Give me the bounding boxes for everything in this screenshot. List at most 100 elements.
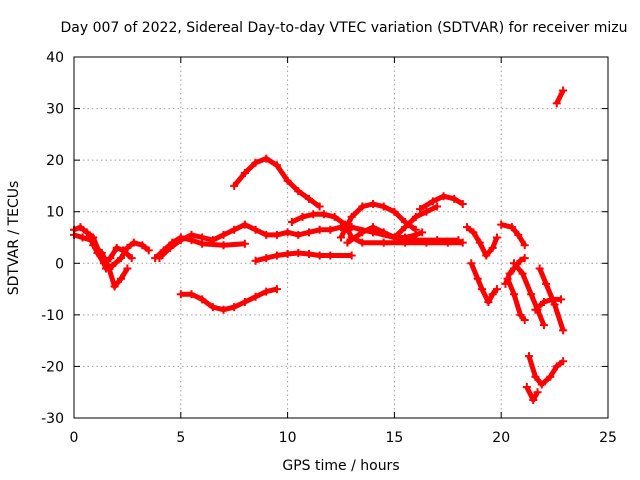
data-point bbox=[503, 274, 512, 283]
data-point bbox=[272, 161, 281, 170]
x-axis-label: GPS time / hours bbox=[282, 458, 399, 474]
x-tick-label: 0 bbox=[70, 430, 79, 446]
data-point bbox=[473, 274, 482, 283]
series-track-22 bbox=[535, 264, 568, 335]
data-point bbox=[443, 238, 452, 247]
data-point bbox=[309, 210, 318, 219]
data-point bbox=[144, 246, 153, 255]
data-point bbox=[379, 228, 388, 237]
plot-frame bbox=[73, 56, 609, 419]
data-point bbox=[304, 228, 313, 237]
data-point bbox=[369, 223, 378, 232]
data-point bbox=[520, 254, 529, 263]
data-point bbox=[458, 199, 467, 208]
data-point bbox=[531, 372, 540, 381]
data-point bbox=[520, 241, 529, 250]
data-point bbox=[358, 202, 367, 211]
series-track-19 bbox=[510, 259, 548, 330]
data-point bbox=[369, 199, 378, 208]
data-point bbox=[358, 238, 367, 247]
data-point bbox=[518, 269, 527, 278]
data-point bbox=[208, 303, 217, 312]
data-point bbox=[520, 316, 529, 325]
data-point bbox=[262, 254, 271, 263]
series-line bbox=[533, 296, 561, 312]
chart-title: Day 007 of 2022, Sidereal Day-to-day VTE… bbox=[61, 20, 628, 36]
data-point bbox=[240, 239, 249, 248]
data-point bbox=[251, 292, 260, 301]
x-tick-label: 15 bbox=[385, 430, 403, 446]
series-track-10 bbox=[337, 199, 420, 242]
data-point bbox=[272, 230, 281, 239]
data-point bbox=[559, 326, 568, 335]
data-point bbox=[552, 99, 561, 108]
data-point bbox=[219, 305, 228, 314]
data-point bbox=[112, 243, 121, 252]
data-point bbox=[467, 259, 476, 268]
series-line bbox=[338, 201, 418, 239]
data-point bbox=[537, 380, 546, 389]
data-point bbox=[230, 303, 239, 312]
series-line bbox=[91, 243, 130, 289]
data-point bbox=[411, 230, 420, 239]
data-point bbox=[482, 251, 491, 260]
data-point bbox=[379, 202, 388, 211]
data-point bbox=[433, 202, 442, 211]
series-track-18 bbox=[503, 274, 529, 325]
data-point bbox=[401, 223, 410, 232]
data-point bbox=[477, 285, 486, 294]
data-series-group bbox=[70, 86, 568, 404]
series-track-8 bbox=[251, 248, 356, 265]
data-point bbox=[262, 287, 271, 296]
data-point bbox=[198, 233, 207, 242]
data-point bbox=[294, 248, 303, 257]
series-track-23 bbox=[531, 295, 566, 314]
data-point bbox=[522, 383, 531, 392]
y-tick-label: 20 bbox=[46, 153, 64, 169]
axis-ticks: 0 5 10 15 20 25 -30 -20 -10 0 10 20 30 40 bbox=[41, 50, 617, 446]
series-line bbox=[255, 250, 352, 264]
data-point bbox=[510, 259, 519, 268]
series-track-14 bbox=[463, 223, 501, 260]
data-point bbox=[240, 220, 249, 229]
data-point bbox=[78, 233, 87, 242]
data-point bbox=[127, 254, 136, 263]
data-point bbox=[542, 279, 551, 288]
data-point bbox=[527, 290, 536, 299]
data-point bbox=[106, 254, 115, 263]
data-point bbox=[87, 236, 96, 245]
data-point bbox=[283, 228, 292, 237]
data-point bbox=[439, 192, 448, 201]
data-point bbox=[283, 176, 292, 185]
data-point bbox=[428, 197, 437, 206]
data-point bbox=[533, 388, 542, 397]
data-point bbox=[187, 230, 196, 239]
data-point bbox=[138, 241, 147, 250]
data-point bbox=[315, 225, 324, 234]
data-point bbox=[219, 230, 228, 239]
data-point bbox=[187, 290, 196, 299]
data-point bbox=[539, 321, 548, 330]
series-line bbox=[554, 89, 566, 105]
data-point bbox=[251, 256, 260, 265]
data-point bbox=[497, 220, 506, 229]
data-point bbox=[510, 290, 519, 299]
data-point bbox=[294, 230, 303, 239]
x-tick-label: 5 bbox=[176, 430, 185, 446]
data-point bbox=[298, 212, 307, 221]
series-track-12 bbox=[390, 202, 442, 242]
y-tick-label: 0 bbox=[55, 256, 64, 272]
y-tick-label: 40 bbox=[46, 50, 64, 66]
data-point bbox=[422, 207, 431, 216]
data-point bbox=[304, 194, 313, 203]
data-point bbox=[208, 236, 217, 245]
data-point bbox=[304, 250, 313, 259]
data-point bbox=[401, 233, 410, 242]
data-point bbox=[89, 241, 98, 250]
data-point bbox=[492, 285, 501, 294]
y-tick-label: -30 bbox=[41, 411, 64, 427]
data-point bbox=[535, 264, 544, 273]
data-point bbox=[315, 251, 324, 260]
data-point bbox=[475, 238, 484, 247]
data-point bbox=[262, 154, 271, 163]
